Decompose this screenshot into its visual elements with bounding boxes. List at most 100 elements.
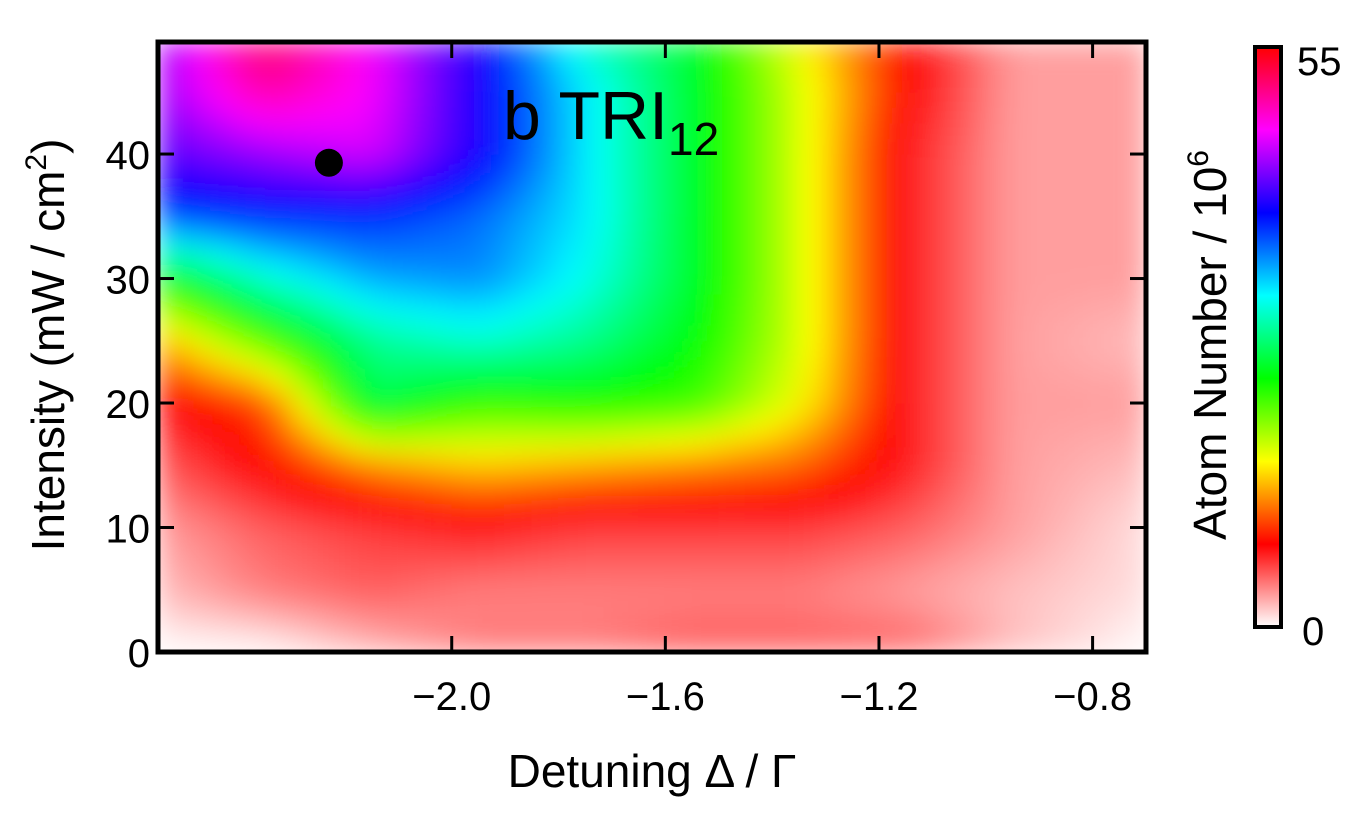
heatmap-cell [985,53,1014,68]
heatmap-cell [371,558,399,575]
heatmap-cell [531,464,560,482]
heatmap-cell [344,558,373,575]
heatmap-cell [1112,511,1146,529]
heatmap-cell [317,184,346,202]
heatmap-cell [158,293,186,311]
heatmap-cell [184,262,213,280]
heatmap-cell [958,169,987,186]
heatmap-cell [1045,106,1080,124]
heatmap-cell [1011,324,1047,342]
heatmap-cell [504,293,533,311]
heatmap-cell [290,480,319,497]
heatmap-cell [691,433,720,451]
heatmap-cell [264,355,293,373]
heatmap-cell [664,324,693,342]
heatmap-cell [931,231,960,249]
heatmap-cell [424,433,453,451]
heatmap-cell [210,464,239,482]
heatmap-cell [210,340,239,357]
heatmap-cell [985,106,1014,124]
heatmap-cell [1045,42,1080,56]
heatmap-cell [477,558,506,575]
heatmap-cell [264,589,293,606]
heatmap-cell [744,200,773,217]
heatmap-cell [798,558,827,575]
heatmap-cell [691,42,720,56]
heatmap-cell [931,511,960,529]
heatmap-cell [184,542,213,560]
heatmap-cell [397,433,426,451]
heatmap-cell [264,340,293,357]
heatmap-cell [638,340,666,357]
heatmap-cell [691,371,720,389]
heatmap-cell [1112,293,1146,311]
heatmap-cell [397,169,426,186]
heatmap-cell [851,480,880,497]
heatmap-cell [664,573,693,591]
heatmap-cell [371,262,399,280]
heatmap-cell [237,277,266,295]
heatmap-cell [477,78,506,93]
heatmap-cell [878,340,907,357]
heatmap-cell [718,53,747,68]
heatmap-cell [557,558,586,575]
heatmap-cell [397,293,426,311]
heatmap-cell [718,417,747,435]
heatmap-cell [290,137,319,155]
heatmap-cell [798,526,827,544]
heatmap-cell [584,402,613,420]
heatmap-cell [824,91,853,108]
heatmap-cell [611,106,640,124]
heatmap-cell [771,200,800,217]
heatmap-cell [237,309,266,326]
heatmap-cell [931,402,960,420]
heatmap-cell [344,495,373,513]
heatmap-cell [664,604,693,622]
heatmap-cell [290,511,319,529]
heatmap-cell [878,309,907,326]
heatmap-cell [851,417,880,435]
heatmap-cell [771,340,800,357]
heatmap-cell [557,137,586,155]
heatmap-cell [477,137,506,155]
heatmap-cell [344,324,373,342]
heatmap-cell [798,449,827,466]
heatmap-cell [1045,464,1080,482]
heatmap-cell [744,511,773,529]
heatmap-cell [611,137,640,155]
heatmap-cell [264,371,293,389]
heatmap-cell [611,78,640,93]
heatmap-cell [851,215,880,233]
heatmap-cell [744,231,773,249]
heatmap-cell [424,106,453,124]
heatmap-cell [798,153,827,171]
colorbar-label-sup: 6 [1182,150,1215,167]
heatmap-cell [290,309,319,326]
heatmap-cell [557,573,586,591]
heatmap-cell [210,324,239,342]
heatmap-cell [905,106,933,124]
heatmap-cell [237,417,266,435]
y-axis-label: Intensity (mW / cm2) [20,139,74,552]
heatmap-cell [424,417,453,435]
heatmap-cell [878,589,907,606]
heatmap-cell [931,42,960,56]
heatmap-cell [611,433,640,451]
heatmap-cell [210,542,239,560]
heatmap-cell [290,542,319,560]
heatmap-cell [451,480,480,497]
heatmap-cell [557,433,586,451]
heatmap-cell [638,386,666,404]
heatmap-cell [371,620,399,638]
heatmap-cell [264,169,293,186]
heatmap-cell [158,449,186,466]
heatmap-cell [1078,122,1114,140]
heatmap-cell [1078,433,1114,451]
heatmap-cell [477,91,506,108]
heatmap-cell [344,137,373,155]
heatmap-cell [958,231,987,249]
heatmap-cell [611,386,640,404]
heatmap-cell [317,324,346,342]
heatmap-cell [1078,78,1114,93]
